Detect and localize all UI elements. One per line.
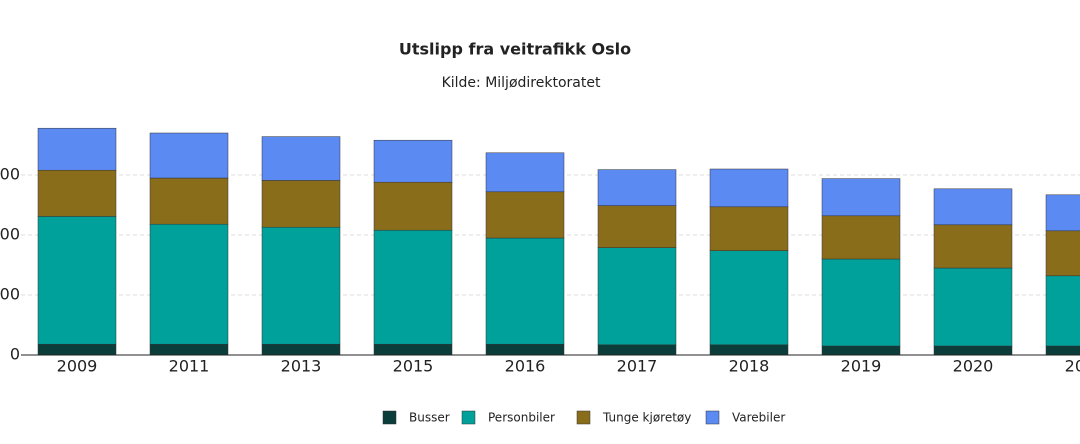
x-tick-label: 2021 [1065, 357, 1080, 376]
y-tick-label: 0 [10, 345, 20, 364]
bar-segment [1045, 275, 1080, 347]
bar-segment [821, 258, 901, 347]
bar-segment [933, 188, 1013, 226]
y-tick-label: 300 [0, 165, 20, 184]
legend-label: Personbiler [488, 411, 555, 425]
bar-segment [373, 343, 453, 356]
y-tick-label: 100 [0, 285, 20, 304]
legend-swatch [576, 410, 591, 425]
bar-segment [933, 345, 1013, 356]
x-tick-label: 2019 [841, 357, 882, 376]
bar-segment [933, 267, 1013, 347]
x-tick-label: 2016 [505, 357, 546, 376]
bar-segment [597, 247, 677, 346]
bar-segment [709, 168, 789, 208]
bar-segment [597, 169, 677, 206]
bar-segment [485, 237, 565, 345]
bar-segment [485, 152, 565, 193]
legend-label: Tunge kjøretøy [602, 411, 691, 425]
legend-label: Busser [409, 411, 450, 425]
x-tick-label: 2020 [953, 357, 994, 376]
bar-segment [1045, 194, 1080, 232]
y-tick-label: 200 [0, 225, 20, 244]
bar-segment [373, 139, 453, 183]
bar-segment [485, 343, 565, 356]
bar-segment [1045, 230, 1080, 277]
x-tick-label: 2018 [729, 357, 770, 376]
bar-segment [821, 345, 901, 356]
x-tick-label: 2013 [281, 357, 322, 376]
bar-segment [261, 180, 341, 228]
bar-segment [821, 215, 901, 260]
bar-segment [373, 229, 453, 345]
x-tick-label: 2015 [393, 357, 434, 376]
bar-segment [1045, 345, 1080, 356]
bar-segment [149, 132, 229, 179]
x-tick-label: 2017 [617, 357, 658, 376]
bar-segment [709, 206, 789, 251]
bar-segment [37, 169, 117, 217]
legend-swatch [382, 410, 397, 425]
chart-title: Utslipp fra veitrafikk Oslo [399, 40, 631, 59]
bar-segment [261, 343, 341, 356]
bar-segment [37, 216, 117, 345]
bar-segment [485, 191, 565, 239]
x-tick-label: 2009 [57, 357, 98, 376]
bar-segment [933, 224, 1013, 269]
bar-segment [149, 223, 229, 345]
bar-segment [149, 343, 229, 356]
bar-segment [821, 178, 901, 217]
bar-segment [149, 177, 229, 225]
bar-segment [37, 343, 117, 356]
bar-segment [597, 344, 677, 356]
bar-segment [709, 344, 789, 356]
bar-segment [37, 127, 117, 171]
bar-segment [261, 136, 341, 181]
bar-segment [597, 205, 677, 248]
chart-subtitle: Kilde: Miljødirektoratet [442, 75, 601, 91]
legend-swatch [705, 410, 720, 425]
legend-swatch [461, 410, 476, 425]
legend-label: Varebiler [732, 411, 785, 425]
bar-segment [709, 250, 789, 346]
x-tick-label: 2011 [169, 357, 210, 376]
bar-segment [261, 226, 341, 345]
bar-segment [373, 181, 453, 231]
